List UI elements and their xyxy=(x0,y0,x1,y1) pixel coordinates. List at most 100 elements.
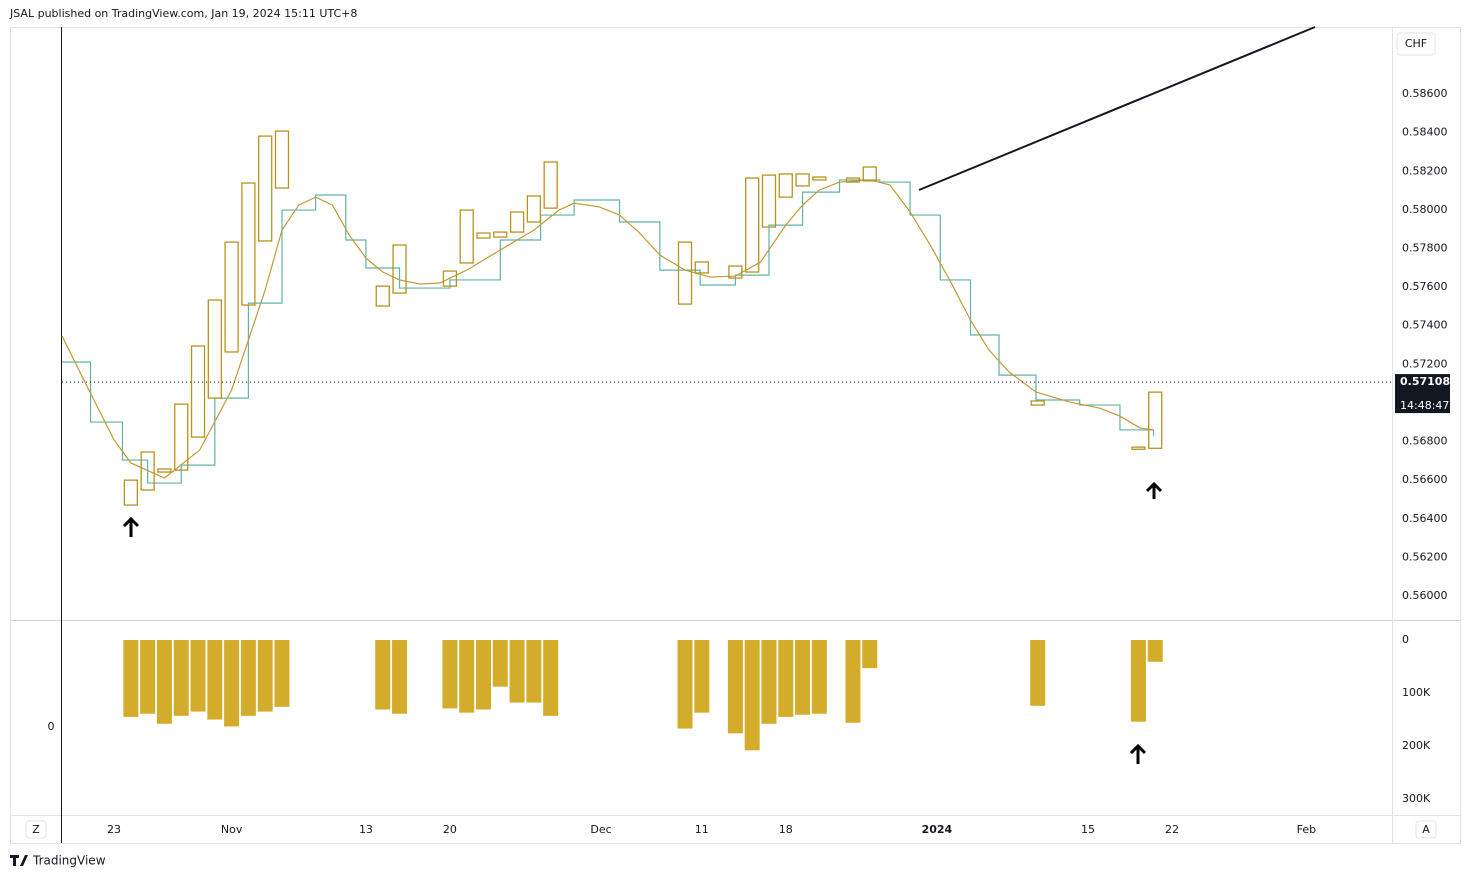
candle-body xyxy=(190,345,206,438)
volume-bar xyxy=(509,640,525,703)
last-price-box xyxy=(1395,374,1450,414)
y-tick-label: 0.58000 xyxy=(1402,203,1448,216)
arrow xyxy=(122,516,140,537)
candle-body xyxy=(795,173,810,187)
last-price-label: 0.57108 xyxy=(1400,375,1450,388)
volume-bar xyxy=(257,640,273,712)
volume-bar xyxy=(207,640,223,720)
volume-bar xyxy=(727,640,743,734)
y-tick-label: 0.56600 xyxy=(1402,473,1448,486)
candle-body xyxy=(224,241,239,353)
volume-bar xyxy=(156,640,172,724)
volume-bar xyxy=(845,640,861,723)
volume-bar xyxy=(224,640,240,727)
candle-body xyxy=(157,468,172,473)
candle-body xyxy=(526,195,542,223)
volume-bar xyxy=(476,640,492,710)
volume-bar xyxy=(1130,640,1146,722)
countdown: 14:48:47 xyxy=(1400,399,1449,412)
y-tick-label: 0.57800 xyxy=(1402,241,1448,254)
y-tick-label: 0.58200 xyxy=(1402,164,1448,177)
volume-bar xyxy=(811,640,827,714)
y-tick-label: 0.57200 xyxy=(1402,357,1448,370)
volume-bar xyxy=(778,640,794,717)
y-tick-label: 0.57600 xyxy=(1402,280,1448,293)
x-tick-label: Nov xyxy=(221,823,243,836)
candle-body xyxy=(1030,400,1045,406)
line-series xyxy=(62,179,1155,484)
volume-bar xyxy=(173,640,189,716)
candle-body xyxy=(375,285,390,307)
y-tick-label: 200K xyxy=(1402,739,1431,752)
candle-body xyxy=(174,403,189,471)
volume-side-label: 0 xyxy=(48,720,55,733)
volume-bar xyxy=(677,640,693,729)
volume-bar xyxy=(240,640,256,716)
frame xyxy=(10,27,1461,844)
candle-body xyxy=(745,177,760,273)
y-tick-label: 0 xyxy=(1402,633,1409,646)
volume-bar xyxy=(492,640,508,687)
candle-body xyxy=(459,209,474,264)
y-tick-label: 100K xyxy=(1402,686,1431,699)
candle-body xyxy=(1148,391,1163,449)
candle-body xyxy=(241,182,256,306)
candle-body xyxy=(778,173,793,198)
button-label: Z xyxy=(32,823,40,836)
y-tick-label: 0.57400 xyxy=(1402,319,1448,332)
button-label: A xyxy=(1422,823,1430,836)
volume-bar xyxy=(761,640,777,724)
volume-bar xyxy=(862,640,878,669)
volume-bar xyxy=(274,640,290,707)
volume-bar xyxy=(543,640,559,716)
currency-box[interactable] xyxy=(1396,32,1436,56)
x-tick-label: 2024 xyxy=(922,823,953,836)
y-tick-label: 0.58400 xyxy=(1402,126,1448,139)
candle-body xyxy=(207,299,222,399)
volume-bar xyxy=(744,640,760,751)
volume-bar xyxy=(375,640,391,710)
candle-body xyxy=(677,241,693,305)
x-tick-label: 22 xyxy=(1165,823,1179,836)
candle-body xyxy=(543,161,558,209)
volume-bar xyxy=(526,640,542,703)
footer-brand: TradingView xyxy=(32,854,106,868)
x-tick-label: 13 xyxy=(359,823,373,836)
volume-bar xyxy=(190,640,206,712)
logo xyxy=(10,855,28,866)
x-tick-label: 15 xyxy=(1081,823,1095,836)
candle-body xyxy=(123,479,139,506)
trend-line xyxy=(918,26,1316,191)
button[interactable] xyxy=(1415,820,1437,839)
y-tick-label: 0.56400 xyxy=(1402,512,1448,525)
candle-body xyxy=(728,265,743,279)
volume-bar xyxy=(1030,640,1046,706)
candle-body xyxy=(442,270,458,287)
currency: CHF xyxy=(1405,37,1427,50)
candle-body xyxy=(694,261,709,274)
volume-bar xyxy=(392,640,408,714)
candle-body xyxy=(274,130,290,189)
button[interactable] xyxy=(25,820,47,839)
volume-bar xyxy=(694,640,710,713)
volume-bar xyxy=(795,640,811,715)
line-series xyxy=(61,179,1154,479)
volume-bar xyxy=(1147,640,1163,662)
y-tick-label: 0.56000 xyxy=(1402,589,1448,602)
arrow xyxy=(1129,743,1147,764)
y-tick-label: 300K xyxy=(1402,792,1431,805)
x-tick-label: Feb xyxy=(1297,823,1316,836)
volume-bar xyxy=(459,640,475,713)
candle-body xyxy=(812,176,827,181)
candle-body xyxy=(493,231,508,238)
volume-bar xyxy=(140,640,156,714)
volume-bar xyxy=(123,640,139,717)
x-tick-label: 20 xyxy=(443,823,457,836)
candle-body xyxy=(258,135,273,242)
candle-body xyxy=(845,177,861,183)
candle-body xyxy=(476,232,491,239)
candle-body xyxy=(392,244,407,294)
candle-body xyxy=(140,451,155,491)
